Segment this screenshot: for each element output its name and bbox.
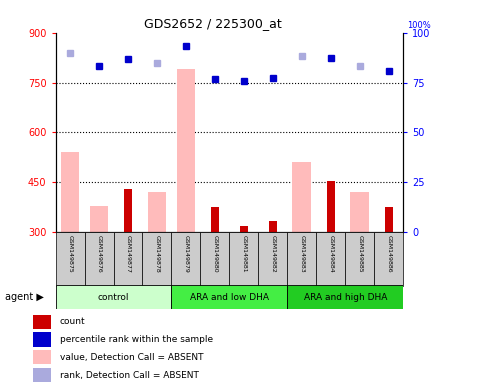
- Text: GSM149880: GSM149880: [213, 235, 217, 273]
- Bar: [124, 189, 132, 232]
- Bar: [316, 232, 345, 286]
- Bar: [61, 152, 79, 232]
- Bar: [211, 207, 219, 232]
- Bar: [229, 232, 258, 286]
- Bar: [33, 333, 51, 347]
- Bar: [269, 221, 277, 232]
- Bar: [33, 315, 51, 329]
- Text: GSM149882: GSM149882: [270, 235, 275, 273]
- Text: ARA and high DHA: ARA and high DHA: [304, 293, 387, 302]
- Bar: [56, 285, 171, 309]
- Text: GSM149881: GSM149881: [242, 235, 246, 273]
- Text: GSM149876: GSM149876: [97, 235, 101, 273]
- Bar: [142, 232, 171, 286]
- Text: GSM149884: GSM149884: [328, 235, 333, 273]
- Text: GSM149885: GSM149885: [357, 235, 362, 273]
- Bar: [345, 232, 374, 286]
- Bar: [85, 232, 114, 286]
- Bar: [171, 232, 200, 286]
- Text: GSM149883: GSM149883: [299, 235, 304, 273]
- Text: GSM149875: GSM149875: [68, 235, 72, 273]
- Bar: [385, 207, 393, 232]
- Text: GDS2652 / 225300_at: GDS2652 / 225300_at: [143, 17, 282, 30]
- Text: GSM149886: GSM149886: [386, 235, 391, 273]
- Bar: [148, 192, 166, 232]
- Bar: [287, 285, 403, 309]
- Text: GSM149879: GSM149879: [184, 235, 188, 273]
- Text: value, Detection Call = ABSENT: value, Detection Call = ABSENT: [60, 353, 203, 362]
- Text: rank, Detection Call = ABSENT: rank, Detection Call = ABSENT: [60, 371, 199, 380]
- Bar: [171, 285, 287, 309]
- Text: control: control: [98, 293, 129, 302]
- Bar: [177, 69, 195, 232]
- Bar: [293, 162, 312, 232]
- Bar: [90, 206, 108, 232]
- Bar: [287, 232, 316, 286]
- Bar: [240, 226, 248, 232]
- Text: agent ▶: agent ▶: [5, 292, 43, 302]
- Bar: [200, 232, 229, 286]
- Bar: [114, 232, 142, 286]
- Bar: [258, 232, 287, 286]
- Bar: [351, 192, 369, 232]
- Bar: [33, 350, 51, 364]
- Text: ARA and low DHA: ARA and low DHA: [190, 293, 269, 302]
- Text: GSM149877: GSM149877: [126, 235, 130, 273]
- Bar: [374, 232, 403, 286]
- Text: count: count: [60, 317, 85, 326]
- Bar: [327, 181, 335, 232]
- Text: percentile rank within the sample: percentile rank within the sample: [60, 335, 213, 344]
- Bar: [33, 368, 51, 382]
- Text: GSM149878: GSM149878: [155, 235, 159, 273]
- Text: 100%: 100%: [408, 21, 431, 30]
- Bar: [56, 232, 85, 286]
